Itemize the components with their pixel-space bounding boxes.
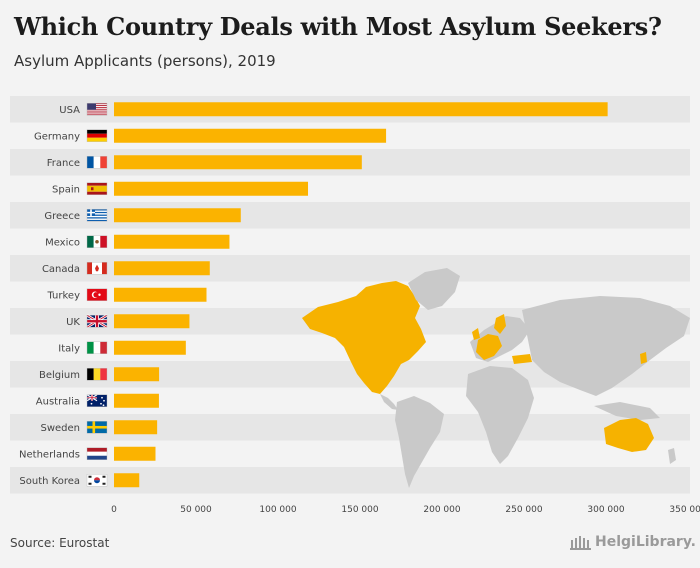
row-band xyxy=(10,467,690,494)
world-map xyxy=(302,268,690,488)
bar-sweden xyxy=(114,420,158,435)
x-tick-label: 350 000 xyxy=(669,505,700,515)
category-label: Italy xyxy=(58,343,80,354)
category-label: Australia xyxy=(36,396,80,407)
x-tick-label: 300 000 xyxy=(587,505,624,515)
category-label: Sweden xyxy=(40,423,80,434)
category-label: Canada xyxy=(42,264,80,275)
category-label: UK xyxy=(66,317,80,328)
category-label: Mexico xyxy=(45,237,80,248)
x-tick-label: 150 000 xyxy=(341,505,378,515)
map-africa xyxy=(466,366,534,464)
uk-flag xyxy=(86,314,108,329)
se-flag xyxy=(86,421,108,434)
category-labels: USA Germany France Spain Greece Mexico Canada T… xyxy=(19,105,80,487)
bar-belgium xyxy=(114,367,160,382)
category-label: France xyxy=(47,158,80,169)
x-tick-label: 50 000 xyxy=(180,505,212,515)
fr-flag xyxy=(86,156,108,169)
x-tick-label: 0 xyxy=(111,505,117,515)
chart-subtitle: Asylum Applicants (persons), 2019 xyxy=(14,52,276,70)
map-central-america xyxy=(380,394,398,410)
map-south-america xyxy=(395,396,444,488)
map-asia xyxy=(522,296,690,396)
us-flag xyxy=(86,103,108,116)
library-icon xyxy=(570,536,591,550)
bar-usa xyxy=(114,102,608,117)
mx-flag xyxy=(86,235,108,248)
x-tick-label: 100 000 xyxy=(259,505,296,515)
bar-greece xyxy=(114,208,241,223)
es-flag xyxy=(86,182,108,195)
logo-text: HelgiLibrary. xyxy=(595,534,696,550)
flags xyxy=(86,103,108,487)
kr-flag xyxy=(86,474,108,487)
bar-canada xyxy=(114,261,210,276)
bar-netherlands xyxy=(114,446,156,461)
map-australia xyxy=(604,418,654,452)
bar-australia xyxy=(114,393,159,408)
map-indonesia xyxy=(594,402,660,420)
category-label: South Korea xyxy=(19,476,80,487)
source-note: Source: Eurostat xyxy=(10,536,110,550)
map-sweden-highlight xyxy=(494,314,506,334)
chart-area: USA Germany France Spain Greece Mexico Canada T… xyxy=(10,96,700,515)
bar-italy xyxy=(114,340,186,355)
ca-flag xyxy=(86,262,108,275)
bars xyxy=(114,102,608,488)
x-tick-label: 250 000 xyxy=(505,505,542,515)
row-band xyxy=(10,414,690,441)
bar-spain xyxy=(114,181,309,196)
map-turkey-highlight xyxy=(512,354,532,364)
bar-germany xyxy=(114,128,387,143)
category-label: Netherlands xyxy=(19,449,80,460)
chart-title: Which Country Deals with Most Asylum See… xyxy=(14,12,662,41)
category-label: Spain xyxy=(52,184,80,195)
category-label: Greece xyxy=(44,211,80,222)
bar-turkey xyxy=(114,287,207,302)
gr-flag xyxy=(86,209,108,222)
bar-uk xyxy=(114,314,190,329)
it-flag xyxy=(86,341,108,354)
map-europe-highlight xyxy=(476,334,502,360)
map-north-america xyxy=(302,281,426,394)
category-label: Belgium xyxy=(39,370,80,381)
helgi-library-logo: HelgiLibrary. xyxy=(570,534,696,550)
map-new-zealand xyxy=(668,448,676,464)
category-label: Germany xyxy=(34,131,80,142)
tr-flag xyxy=(86,288,108,301)
category-label: USA xyxy=(59,105,80,116)
nl-flag xyxy=(86,447,108,460)
x-tick-label: 200 000 xyxy=(423,505,460,515)
bar-france xyxy=(114,155,362,170)
be-flag xyxy=(86,368,108,381)
map-uk-highlight xyxy=(472,328,480,340)
map-greenland xyxy=(408,268,460,310)
de-flag xyxy=(86,129,108,142)
au-flag xyxy=(86,394,108,407)
x-axis: 0 50 000 100 000 150 000 200 000 250 000 300 0… xyxy=(111,505,700,515)
map-korea-highlight xyxy=(640,352,647,364)
bar-mexico xyxy=(114,234,230,249)
category-label: Turkey xyxy=(46,290,80,301)
bar-south-korea xyxy=(114,473,140,488)
row-band xyxy=(10,202,690,229)
row-band xyxy=(10,255,690,282)
